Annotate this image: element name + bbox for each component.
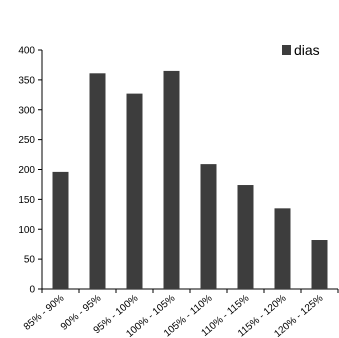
bar [126, 93, 143, 290]
y-tick-label: 200 [18, 165, 35, 176]
legend-label: dias [294, 42, 320, 58]
y-tick-label: 250 [18, 135, 35, 146]
legend: dias [282, 42, 320, 58]
y-tick-label: 300 [18, 105, 35, 116]
y-tick-label: 400 [18, 46, 35, 57]
y-tick-label: 0 [29, 285, 35, 296]
legend-swatch [282, 45, 291, 55]
y-tick-label: 100 [18, 225, 35, 236]
bar [52, 171, 69, 289]
bar [89, 73, 106, 290]
y-tick-label: 350 [18, 75, 35, 86]
y-tick-label: 50 [24, 255, 36, 266]
bar [200, 164, 217, 289]
bar [237, 185, 254, 289]
bar [274, 208, 291, 289]
bar [163, 70, 180, 289]
bar [311, 240, 328, 289]
y-tick-label: 150 [18, 195, 35, 206]
